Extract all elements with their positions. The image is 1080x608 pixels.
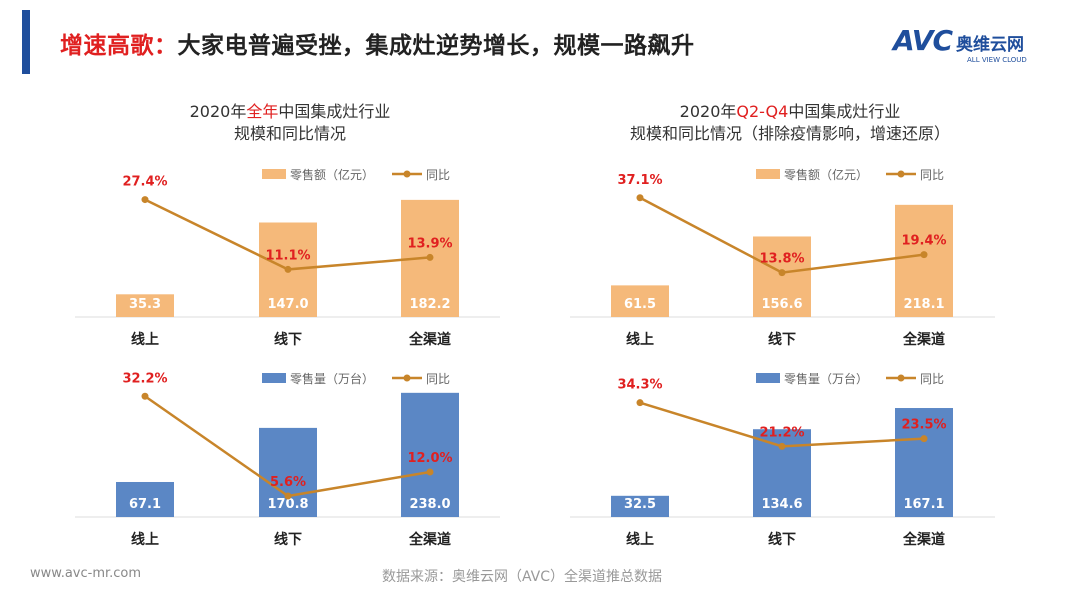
bar-value-label: 182.2: [409, 297, 450, 312]
bar: [259, 427, 317, 517]
bar: [116, 294, 174, 317]
yoy-point: [284, 492, 292, 500]
yoy-point: [778, 269, 786, 277]
right-chart-title: 2020年Q2-Q4中国集成灶行业 规模和同比情况（排除疫情影响，增速还原）: [629, 102, 950, 143]
category-label: 全渠道: [408, 531, 451, 548]
bar: [611, 495, 669, 517]
bar-value-label: 32.5: [624, 497, 656, 512]
category-label: 线上: [626, 531, 654, 548]
bar: [895, 204, 953, 317]
category-label: 线上: [131, 331, 159, 348]
yoy-point: [636, 194, 644, 202]
legend-line-marker: [403, 374, 411, 382]
yoy-point: [920, 435, 928, 443]
yoy-label: 23.5%: [901, 418, 946, 433]
yoy-label: 37.1%: [617, 173, 662, 188]
category-label: 全渠道: [902, 531, 945, 548]
bar: [401, 392, 459, 517]
bar-value-label: 61.5: [624, 297, 656, 312]
bar: [611, 285, 669, 317]
yoy-label: 11.1%: [265, 248, 310, 263]
category-label: 线下: [274, 331, 302, 348]
footer-url[interactable]: www.avc-mr.com: [30, 566, 142, 581]
yoy-point: [284, 265, 292, 273]
category-label: 线下: [274, 531, 302, 548]
category-label: 线上: [626, 331, 654, 348]
category-label: 全渠道: [902, 331, 945, 348]
legend-line-marker: [403, 170, 411, 178]
yoy-point: [141, 392, 149, 400]
bar-value-label: 170.8: [267, 497, 308, 512]
bar: [116, 481, 174, 517]
yoy-point: [426, 468, 434, 476]
bar-value-label: 238.0: [409, 497, 450, 512]
slide-title: 增速高歌：大家电普遍受挫，集成灶逆势增长，规模一路飙升: [60, 33, 695, 59]
bar: [895, 408, 953, 517]
yoy-label: 13.9%: [407, 236, 452, 251]
category-label: 线下: [768, 531, 796, 548]
bar: [753, 236, 811, 317]
yoy-label: 19.4%: [901, 234, 946, 249]
yoy-point: [920, 251, 928, 259]
yoy-point: [141, 196, 149, 204]
bar-value-label: 218.1: [903, 297, 944, 312]
data-source: 数据来源：奥维云网（AVC）全渠道推总数据: [382, 569, 663, 585]
category-label: 线下: [768, 331, 796, 348]
yoy-label: 13.8%: [759, 252, 804, 267]
legend-bar-swatch: [756, 373, 780, 383]
yoy-label: 34.3%: [617, 378, 662, 393]
category-label: 线上: [131, 531, 159, 548]
yoy-label: 21.2%: [759, 425, 804, 440]
bar-value-label: 67.1: [129, 497, 161, 512]
title-accent-bar: [22, 10, 30, 74]
legend-line-marker: [897, 170, 905, 178]
yoy-point: [426, 253, 434, 261]
legend-line-marker: [897, 374, 905, 382]
bar-value-label: 156.6: [761, 297, 802, 312]
legend-line-label: 同比: [426, 168, 450, 182]
legend-bar-swatch: [262, 373, 286, 383]
legend-bar-swatch: [756, 169, 780, 179]
yoy-label: 12.0%: [407, 451, 452, 466]
left-chart-title: 2020年全年中国集成灶行业 规模和同比情况: [189, 102, 391, 143]
category-label: 全渠道: [408, 331, 451, 348]
yoy-label: 32.2%: [122, 371, 167, 386]
avc-logo: AVC 奥维云网 ALL VIEW CLOUD: [893, 24, 1027, 64]
yoy-label: 27.4%: [122, 175, 167, 190]
bar-value-label: 167.1: [903, 497, 944, 512]
yoy-point: [636, 399, 644, 407]
legend-line-label: 同比: [920, 168, 944, 182]
bar-value-label: 147.0: [267, 297, 308, 312]
legend-line-label: 同比: [920, 372, 944, 386]
legend-bar-label: 零售量（万台）: [290, 371, 374, 386]
bar-value-label: 35.3: [129, 297, 161, 312]
bar-value-label: 134.6: [761, 497, 802, 512]
legend-bar-label: 零售额（亿元）: [784, 167, 868, 182]
legend-bar-label: 零售额（亿元）: [290, 167, 374, 182]
yoy-label: 5.6%: [270, 475, 306, 490]
yoy-point: [778, 442, 786, 450]
legend-bar-label: 零售量（万台）: [784, 371, 868, 386]
legend-bar-swatch: [262, 169, 286, 179]
legend-line-label: 同比: [426, 372, 450, 386]
